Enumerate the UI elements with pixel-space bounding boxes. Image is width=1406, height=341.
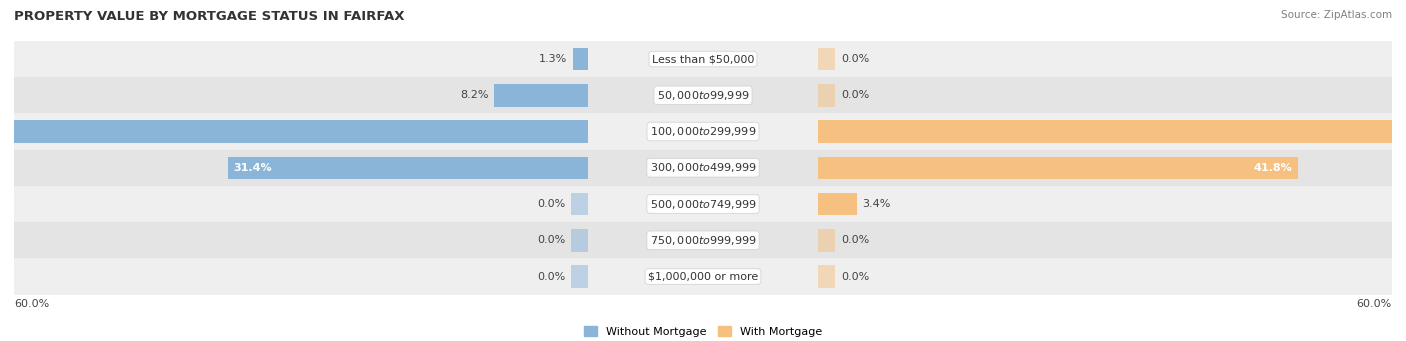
Text: 0.0%: 0.0% [841, 90, 869, 100]
Bar [14, 41, 1392, 77]
Text: 60.0%: 60.0% [1357, 299, 1392, 309]
Bar [818, 229, 835, 252]
Bar [14, 186, 1392, 222]
Text: 0.0%: 0.0% [841, 235, 869, 245]
Bar [818, 193, 856, 215]
Bar [494, 84, 588, 106]
Text: 8.2%: 8.2% [460, 90, 488, 100]
Text: $100,000 to $299,999: $100,000 to $299,999 [650, 125, 756, 138]
Bar [0, 120, 588, 143]
Bar [14, 114, 1392, 150]
Bar [818, 157, 1298, 179]
Text: 1.3%: 1.3% [540, 54, 568, 64]
Text: 3.4%: 3.4% [863, 199, 891, 209]
Text: Source: ZipAtlas.com: Source: ZipAtlas.com [1281, 10, 1392, 20]
Bar [571, 229, 588, 252]
Text: $500,000 to $749,999: $500,000 to $749,999 [650, 197, 756, 210]
Bar [818, 48, 835, 70]
Bar [571, 265, 588, 288]
Bar [574, 48, 588, 70]
Text: 54.8%: 54.8% [1403, 127, 1406, 136]
Text: 41.8%: 41.8% [1253, 163, 1292, 173]
Text: 0.0%: 0.0% [841, 271, 869, 282]
Text: $300,000 to $499,999: $300,000 to $499,999 [650, 161, 756, 174]
Text: 31.4%: 31.4% [233, 163, 271, 173]
Bar [818, 84, 835, 106]
Text: $1,000,000 or more: $1,000,000 or more [648, 271, 758, 282]
Bar [571, 193, 588, 215]
Text: 0.0%: 0.0% [537, 199, 565, 209]
Text: PROPERTY VALUE BY MORTGAGE STATUS IN FAIRFAX: PROPERTY VALUE BY MORTGAGE STATUS IN FAI… [14, 10, 405, 23]
Text: Less than $50,000: Less than $50,000 [652, 54, 754, 64]
Bar [818, 265, 835, 288]
Bar [14, 150, 1392, 186]
Bar [228, 157, 588, 179]
Text: $750,000 to $999,999: $750,000 to $999,999 [650, 234, 756, 247]
Text: 0.0%: 0.0% [537, 271, 565, 282]
Bar [14, 77, 1392, 114]
Legend: Without Mortgage, With Mortgage: Without Mortgage, With Mortgage [579, 322, 827, 341]
Text: 60.0%: 60.0% [14, 299, 49, 309]
Bar [14, 222, 1392, 258]
Text: 0.0%: 0.0% [841, 54, 869, 64]
Bar [818, 120, 1406, 143]
Bar [14, 258, 1392, 295]
Text: 0.0%: 0.0% [537, 235, 565, 245]
Text: $50,000 to $99,999: $50,000 to $99,999 [657, 89, 749, 102]
